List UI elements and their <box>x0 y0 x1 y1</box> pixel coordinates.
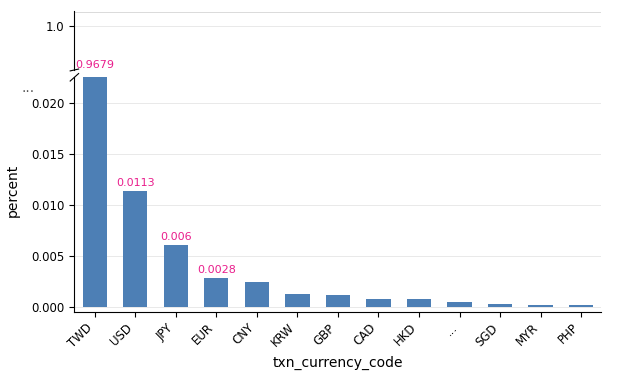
Bar <box>366 299 391 307</box>
Bar <box>285 294 309 307</box>
Bar <box>448 302 472 307</box>
Bar <box>204 278 228 307</box>
Text: 0.006: 0.006 <box>160 232 192 242</box>
Text: ...: ... <box>22 81 35 95</box>
Bar <box>123 192 148 307</box>
Text: 0.0113: 0.0113 <box>116 178 154 188</box>
Text: percent: percent <box>6 163 19 217</box>
Bar <box>569 306 593 307</box>
Bar <box>528 305 553 307</box>
Bar <box>164 245 188 307</box>
Bar <box>82 73 107 380</box>
Text: 0.0028: 0.0028 <box>197 265 236 275</box>
X-axis label: txn_currency_code: txn_currency_code <box>273 356 403 370</box>
Bar <box>82 0 107 307</box>
Bar <box>326 295 350 307</box>
Bar <box>407 299 431 307</box>
Bar <box>488 304 512 307</box>
Bar <box>245 282 269 307</box>
Text: 0.9679: 0.9679 <box>75 60 114 70</box>
